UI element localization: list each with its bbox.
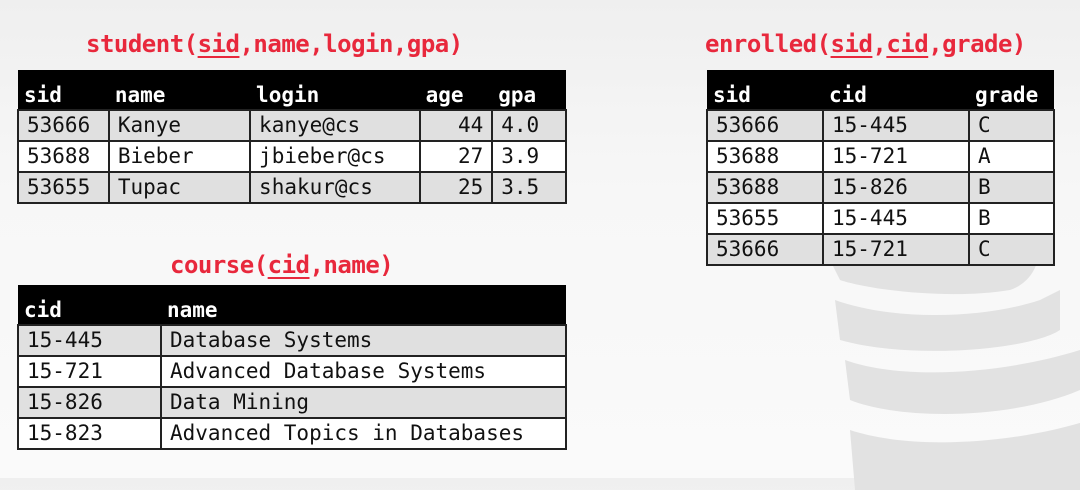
table-row: 15-721 Advanced Database Systems [17, 355, 567, 388]
enrolled-table-title: enrolled(sid,cid,grade) [705, 30, 1026, 58]
column-header: grade [969, 70, 1054, 110]
cell: Bieber [107, 140, 252, 173]
table-header-row: sid name login age gpa [18, 70, 566, 110]
cell: A [968, 140, 1055, 173]
column-header: sid [18, 70, 109, 110]
table-row: 53688 Bieber jbieber@cs 27 3.9 [17, 140, 567, 173]
cell: C [968, 109, 1055, 142]
cell: C [968, 233, 1055, 266]
cell: shakur@cs [249, 171, 421, 204]
cell: 53688 [17, 140, 110, 173]
cell: 44 [418, 109, 494, 142]
column-header: sid [707, 70, 823, 110]
course-table: cid name 15-445 Database Systems 15-721 Ad… [17, 285, 567, 450]
table-row: 53655 15-445 B [706, 202, 1055, 235]
student-table: sid name login age gpa 53666 Kanye kanye@c… [17, 70, 567, 204]
column-header: name [108, 70, 251, 110]
cell: 15-721 [822, 140, 970, 173]
cell: 3.5 [491, 171, 567, 204]
column-header: gpa [492, 70, 566, 110]
cell: 27 [418, 140, 494, 173]
cell: 53666 [706, 233, 824, 266]
cell: 25 [418, 171, 494, 204]
table-row: 15-826 Data Mining [17, 386, 567, 419]
table-row: 15-823 Advanced Topics in Databases [17, 417, 567, 450]
cell: 15-445 [17, 324, 162, 357]
cell: 53688 [706, 140, 824, 173]
table-row: 53688 15-826 B [706, 171, 1055, 204]
cell: jbieber@cs [249, 140, 421, 173]
course-table-title: course(cid,name) [170, 251, 394, 279]
cell: 15-826 [822, 171, 970, 204]
table-row: 53655 Tupac shakur@cs 25 3.5 [17, 171, 567, 204]
table-header-row: cid name [18, 285, 566, 325]
cell: B [968, 171, 1055, 204]
cell: 53688 [706, 171, 824, 204]
student-table-title: student(sid,name,login,gpa) [86, 30, 463, 58]
table-header-row: sid cid grade [707, 70, 1054, 110]
column-header: name [161, 285, 566, 325]
cell: 53666 [17, 109, 110, 142]
cell: kanye@cs [249, 109, 421, 142]
cell: 53655 [17, 171, 110, 204]
cell: 15-721 [822, 233, 970, 266]
cell: 15-445 [822, 202, 970, 235]
cell: 4.0 [491, 109, 567, 142]
cell: Advanced Topics in Databases [160, 417, 567, 450]
cell: Advanced Database Systems [160, 355, 567, 388]
table-row: 53666 15-445 C [706, 109, 1055, 142]
column-header: cid [823, 70, 969, 110]
column-header: age [419, 70, 493, 110]
table-row: 53666 Kanye kanye@cs 44 4.0 [17, 109, 567, 142]
cell: Kanye [107, 109, 252, 142]
cell: 15-823 [17, 417, 162, 450]
cell: B [968, 202, 1055, 235]
cell: 53666 [706, 109, 824, 142]
cell: 15-826 [17, 386, 162, 419]
column-header: cid [18, 285, 161, 325]
column-header: login [250, 70, 420, 110]
cell: 15-721 [17, 355, 162, 388]
enrolled-table: sid cid grade 53666 15-445 C 53688 15-721 A … [706, 70, 1055, 266]
cell: 15-445 [822, 109, 970, 142]
cell: Tupac [107, 171, 252, 204]
cell: Data Mining [160, 386, 567, 419]
cell: 3.9 [491, 140, 567, 173]
cell: Database Systems [160, 324, 567, 357]
table-row: 15-445 Database Systems [17, 324, 567, 357]
table-row: 53666 15-721 C [706, 233, 1055, 266]
cell: 53655 [706, 202, 824, 235]
table-row: 53688 15-721 A [706, 140, 1055, 173]
